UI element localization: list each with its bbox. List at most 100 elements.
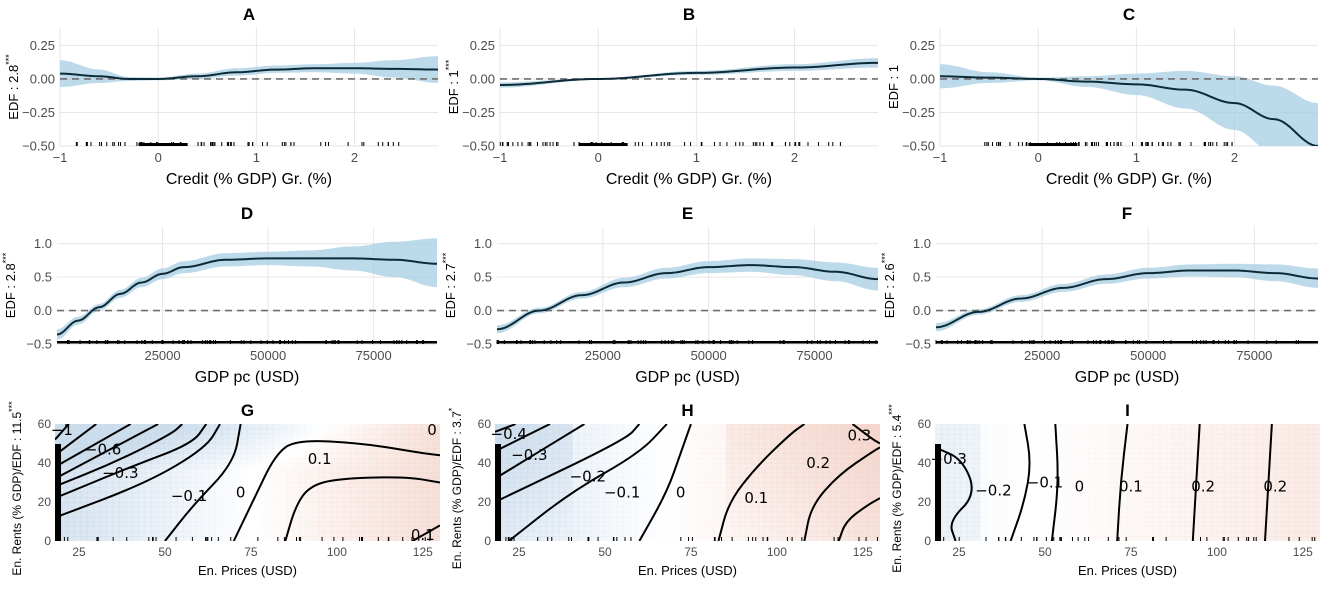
heat-cell [1018,478,1025,483]
heat-cell [260,472,268,479]
heat-cell [1069,443,1077,449]
heat-cell [719,453,727,459]
heat-cell [407,428,415,435]
contour-line [717,424,805,541]
heat-cell [1159,448,1167,454]
heat-cell [960,443,968,449]
heat-cell [433,516,440,523]
heat-cell [828,443,836,449]
heat-cell [565,428,573,435]
heat-cell [979,506,987,513]
heat-cell [1044,434,1051,439]
heat-cell [1262,487,1270,493]
heat-cell [176,521,184,527]
heat-cell [305,482,313,488]
heat-cell [616,516,624,523]
heat-cell [758,516,766,523]
heat-cell [1056,463,1064,469]
heat-cell [873,536,880,541]
heat-cell [196,511,204,518]
contour-line [232,440,440,541]
heat-cell [330,428,338,435]
heat-cell [1063,458,1071,464]
heat-cell [578,497,586,503]
heat-cell [1178,516,1186,523]
heat-cell [960,531,968,537]
heat-cell [1121,531,1129,537]
heat-cell [828,492,836,498]
heat-cell [507,497,515,503]
heat-cell [350,516,358,523]
heat-cell [992,472,1000,479]
smooth-effect-line [936,269,1318,329]
heat-cell [815,438,823,445]
heat-cell [1153,526,1161,532]
heat-cell [1063,497,1071,503]
heat-cell [520,536,528,541]
heat-cell [967,521,975,527]
heat-cell [87,492,95,498]
heat-cell [247,433,255,440]
heat-cell [700,506,708,513]
heat-cell [572,424,580,430]
gridlines [59,28,438,147]
heat-cell [266,521,274,527]
heat-cell [93,506,101,513]
heat-cell [234,477,242,484]
heat-cell [248,483,255,488]
heat-cell [629,536,637,541]
heat-cell [539,463,547,469]
heat-cell [822,497,830,503]
heat-cell [507,526,515,532]
heat-cell [67,521,75,527]
heat-cell [132,438,140,445]
heat-cell [1249,443,1257,449]
heat-cell [1044,507,1051,512]
heat-cell [202,506,210,513]
heat-cell [1230,443,1238,449]
heat-cell [693,448,701,454]
heat-cell [732,526,740,532]
heat-cell [713,526,721,532]
heat-cell [433,428,440,435]
heat-cell [80,463,88,469]
heat-cell [350,506,358,513]
heat-cell [1300,443,1308,449]
heat-cell [738,424,746,430]
heat-cell [616,472,624,479]
heat-cell [1140,463,1148,469]
heat-cell [170,472,178,479]
heat-cell [164,516,172,523]
heat-cell [790,492,798,498]
heat-cell [286,428,294,435]
heat-cell [401,511,409,518]
heat-cell [835,526,843,532]
heat-cell [732,467,740,474]
heat-cell [668,429,675,434]
heat-cell [125,521,133,527]
heat-cell [1281,453,1289,459]
heat-cell [642,511,650,518]
heat-cell [241,526,248,531]
heat-cell [867,487,875,493]
heat-cell [713,531,721,537]
heat-cell [726,531,734,537]
heat-cell [986,443,994,449]
heat-cell [183,453,191,459]
heat-cell [343,428,351,435]
heat-cell [668,458,675,463]
heat-cell [591,497,599,503]
heat-cell [1095,497,1103,503]
heat-cell [610,467,618,474]
heat-cell [99,492,107,498]
heat-cell [1281,448,1289,454]
heat-cell [841,438,849,445]
heat-cell [1166,433,1174,440]
heat-cell [860,531,868,537]
heat-cell [999,536,1007,541]
heat-cell [738,536,746,541]
heat-cell [706,463,714,469]
heat-cell [616,438,624,445]
heat-cell [292,516,300,523]
heat-cell [777,458,785,464]
